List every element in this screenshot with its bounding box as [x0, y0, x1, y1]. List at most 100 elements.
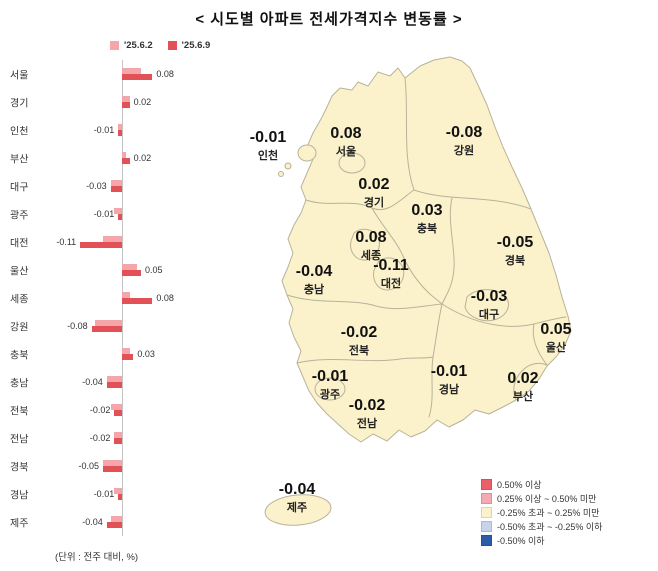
incheon-region — [297, 144, 317, 162]
bar-previous-week — [122, 348, 130, 354]
border-jeonbuk-south — [296, 356, 434, 364]
bar-row: 경남 -0.01 — [10, 480, 225, 508]
map-region-label: -0.04 제주 — [279, 480, 315, 515]
map-region-name: 전북 — [348, 344, 370, 357]
map-region-name: 부산 — [512, 390, 534, 403]
map-region-value: -0.08 — [445, 124, 483, 141]
map-region-label: -0.11 대전 — [373, 256, 409, 291]
bar-category-label: 광주 — [10, 210, 29, 222]
bar-value-label: -0.04 — [82, 377, 103, 387]
incheon-island-2 — [278, 171, 284, 177]
legend-swatch-prev — [110, 41, 119, 50]
bar-category-label: 부산 — [10, 154, 29, 166]
map-region-value: 0.08 — [330, 125, 362, 142]
map-region-value: 0.02 — [507, 370, 539, 387]
map-region-value: -0.01 — [430, 363, 468, 380]
map-region-label: 0.03 충북 — [411, 201, 442, 236]
bar-category-label: 경북 — [10, 462, 29, 474]
bar-value-label: -0.05 — [78, 461, 99, 471]
map-region-label: -0.03 대구 — [471, 287, 507, 322]
map-region-name: 광주 — [319, 388, 341, 401]
map-region-value: 0.08 — [355, 229, 387, 246]
bar-row: 강원 -0.08 — [10, 312, 225, 340]
map-legend-label: 0.25% 이상 ~ 0.50% 미만 — [497, 493, 597, 504]
legend-label-curr: '25.6.9 — [181, 40, 211, 51]
map-legend: 0.50% 이상 0.25% 이상 ~ 0.50% 미만 -0.25% 초과 ~ 0… — [481, 477, 602, 547]
bar-row: 전남 -0.02 — [10, 424, 225, 452]
bar-value-label: -0.02 — [89, 433, 111, 443]
jeju-island — [264, 494, 332, 526]
border-ulsan-west — [532, 323, 548, 366]
map-region-label: -0.01 광주 — [312, 367, 348, 402]
bar-value-label: 0.02 — [133, 153, 152, 163]
map-region-value: -0.02 — [348, 397, 386, 414]
map-region-name: 서울 — [335, 145, 357, 158]
bar-previous-week — [110, 516, 122, 522]
map-region-label: -0.02 전북 — [341, 323, 377, 358]
bar-category-label: 울산 — [10, 266, 29, 278]
border-jeonnam-gyeongnam — [428, 356, 434, 418]
daejeon-region — [373, 257, 405, 291]
map-region-label: 0.02 경기 — [358, 175, 389, 210]
map-region-value: 0.03 — [411, 202, 443, 219]
map-legend-swatch — [481, 534, 492, 546]
bar-previous-week — [114, 208, 122, 214]
map-legend-swatch — [481, 520, 492, 532]
map-region-label: 0.02 부산 — [507, 369, 538, 404]
map-region-value: -0.04 — [295, 263, 333, 280]
border-gangwon-south — [413, 189, 532, 210]
map-region-value: -0.04 — [278, 481, 316, 498]
sejong-region — [350, 228, 380, 261]
bar-current-week — [122, 74, 153, 80]
map-region-value: -0.02 — [340, 324, 378, 341]
map-region-name: 경남 — [438, 383, 460, 396]
gwangju-region — [314, 377, 346, 401]
bar-current-week — [122, 270, 141, 276]
bar-category-label: 제주 — [10, 518, 29, 530]
border-chungbuk-gyeongbuk — [441, 197, 455, 305]
daegu-region — [464, 289, 509, 322]
bar-previous-week — [95, 320, 122, 326]
map-region-label: -0.01 인천 — [250, 128, 286, 163]
map-region-name: 대구 — [478, 308, 500, 321]
bar-value-label: -0.03 — [86, 181, 107, 191]
bar-category-label: 경기 — [10, 98, 29, 110]
bar-value-label: 0.02 — [133, 97, 152, 107]
incheon-island-1 — [284, 162, 292, 170]
unit-note: (단위 : 전주 대비, %) — [55, 552, 139, 563]
bar-value-label: -0.11 — [56, 237, 77, 247]
map-region-label: 0.08 서울 — [330, 124, 361, 159]
bar-category-label: 대전 — [10, 238, 29, 250]
bar-category-label: 전남 — [10, 434, 29, 446]
map-legend-label: -0.25% 초과 ~ 0.25% 미만 — [497, 507, 600, 518]
border-gyeonggi-gangwon — [404, 77, 415, 191]
bar-value-label: -0.01 — [93, 489, 115, 499]
seoul-region — [338, 152, 366, 174]
bar-previous-week — [122, 264, 138, 270]
bar-current-week — [118, 130, 122, 136]
border-chungbuk-west — [371, 207, 443, 305]
bar-previous-week — [103, 236, 122, 242]
bar-value-label: 0.05 — [145, 265, 163, 275]
map-region-name: 강원 — [453, 144, 475, 157]
bar-row: 광주 -0.01 — [10, 200, 225, 228]
map-legend-row: -0.25% 초과 ~ 0.25% 미만 — [481, 505, 602, 519]
bar-current-week — [122, 298, 153, 304]
map-region-label: -0.08 강원 — [446, 123, 482, 158]
map-region-value: -0.05 — [496, 234, 534, 251]
bar-current-week — [122, 102, 130, 108]
map-region-value: -0.01 — [311, 368, 349, 385]
legend-swatch-curr — [167, 41, 177, 50]
map-region-name: 세종 — [360, 249, 382, 262]
bar-row: 대전 -0.11 — [10, 228, 225, 256]
bar-value-label: 0.08 — [156, 293, 174, 303]
bar-row: 세종 0.08 — [10, 284, 225, 312]
bar-category-label: 서울 — [10, 70, 29, 82]
map-legend-swatch — [481, 492, 492, 504]
bar-category-label: 경남 — [10, 490, 29, 502]
bar-row: 울산 0.05 — [10, 256, 225, 284]
bar-value-label: -0.01 — [93, 209, 115, 219]
map-legend-label: -0.50% 이하 — [497, 535, 545, 546]
bar-previous-week — [114, 432, 122, 438]
